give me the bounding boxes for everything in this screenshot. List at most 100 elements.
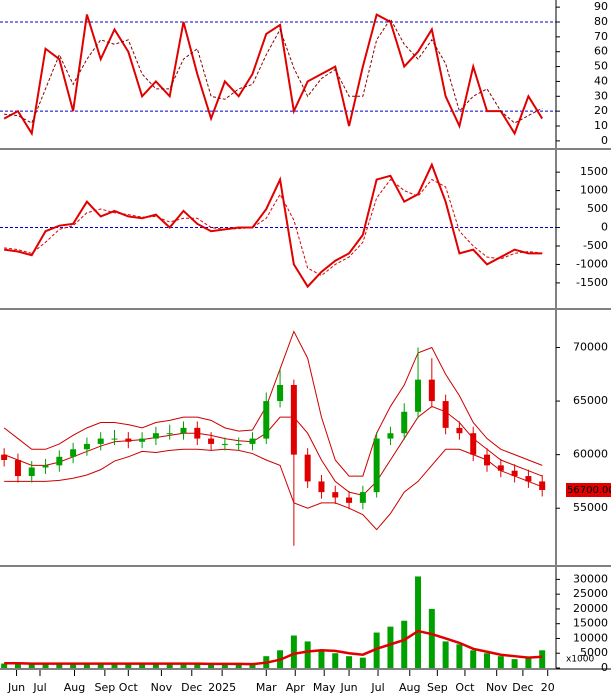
candle-body bbox=[484, 454, 491, 466]
x-tick-label: Aug bbox=[64, 681, 85, 694]
volume-bar bbox=[152, 663, 159, 668]
candle-body bbox=[1, 454, 8, 460]
candle-body bbox=[539, 481, 546, 490]
volume-bar bbox=[332, 653, 339, 668]
candle-body bbox=[304, 454, 311, 482]
last-price-tag bbox=[566, 483, 611, 497]
volume-bar bbox=[470, 650, 477, 668]
volume-bar bbox=[194, 663, 201, 668]
volume-bar bbox=[318, 650, 325, 668]
y-tick-label: -1500 bbox=[576, 276, 608, 289]
x-tick-label: Nov bbox=[151, 681, 173, 694]
y-tick-label: -500 bbox=[583, 239, 608, 252]
x-tick-label: Oct bbox=[119, 681, 139, 694]
volume-bar bbox=[387, 626, 394, 668]
candle-body bbox=[28, 467, 35, 477]
volume-bar bbox=[70, 663, 77, 668]
y-tick-label: 30000 bbox=[573, 572, 608, 585]
candle-body bbox=[97, 438, 104, 444]
volume-bar bbox=[373, 632, 380, 668]
candle-body bbox=[442, 401, 449, 428]
series-line bbox=[4, 162, 543, 289]
x-tick-label: Jul bbox=[32, 681, 46, 694]
y-tick-label: 80 bbox=[594, 15, 608, 28]
volume-bar bbox=[359, 657, 366, 668]
candle-body bbox=[235, 443, 242, 445]
volume-bar bbox=[56, 664, 63, 668]
x-tick-label: Mar bbox=[256, 681, 277, 694]
y-tick-label: 500 bbox=[587, 202, 608, 215]
candle-body bbox=[166, 433, 173, 435]
y-tick-label: 5000 bbox=[580, 646, 608, 659]
candle-body bbox=[497, 465, 504, 471]
x-tick-label: Jun bbox=[7, 681, 25, 694]
series-line bbox=[4, 178, 543, 277]
y-tick-label: 30 bbox=[594, 89, 608, 102]
candle-body bbox=[428, 379, 435, 402]
candle-body bbox=[332, 492, 339, 498]
candle-body bbox=[511, 470, 518, 477]
volume-bar bbox=[28, 664, 35, 668]
candle-body bbox=[221, 443, 228, 445]
y-tick-label: 70000 bbox=[573, 341, 608, 354]
candle-body bbox=[152, 433, 159, 439]
volume-bar bbox=[83, 663, 90, 668]
volume-bar bbox=[249, 663, 256, 668]
y-tick-label: 20 bbox=[594, 104, 608, 117]
volume-bar bbox=[235, 664, 242, 668]
x-tick-label: Nov bbox=[486, 681, 508, 694]
candle-body bbox=[525, 476, 532, 482]
candle-body bbox=[194, 427, 201, 439]
candle-body bbox=[249, 438, 256, 444]
y-tick-label: 40 bbox=[594, 74, 608, 87]
series-line bbox=[4, 448, 543, 531]
candle-body bbox=[83, 443, 90, 450]
volume-bar bbox=[497, 656, 504, 668]
candle-body bbox=[415, 379, 422, 412]
series-line bbox=[3, 13, 544, 137]
y-tick-label: 1500 bbox=[580, 165, 608, 178]
volume-bar bbox=[401, 620, 408, 668]
y-tick-label: 60 bbox=[594, 45, 608, 58]
y-tick-label: 10000 bbox=[573, 631, 608, 644]
candle-body bbox=[373, 438, 380, 493]
x-tick-label: Aug bbox=[399, 681, 420, 694]
volume-bar bbox=[97, 663, 104, 668]
y-tick-label: 55000 bbox=[573, 501, 608, 514]
y-tick-label: 20000 bbox=[573, 602, 608, 615]
series-line bbox=[3, 405, 543, 496]
candle-body bbox=[263, 401, 270, 439]
y-tick-label: 10 bbox=[594, 119, 608, 132]
volume-bar bbox=[111, 663, 118, 668]
volume-bar bbox=[290, 635, 297, 668]
candle-body bbox=[125, 438, 132, 442]
volume-bar bbox=[1, 663, 8, 668]
volume-bar bbox=[208, 664, 215, 668]
volume-bar bbox=[525, 657, 532, 668]
volume-bar bbox=[539, 650, 546, 668]
volume-bar bbox=[42, 663, 49, 668]
x-tick-label: Jul bbox=[370, 681, 384, 694]
y-tick-label: 60000 bbox=[573, 448, 608, 461]
volume-bar bbox=[456, 644, 463, 668]
volume-bar bbox=[511, 659, 518, 668]
y-tick-label: 65000 bbox=[573, 394, 608, 407]
candle-body bbox=[180, 427, 187, 434]
volume-bar bbox=[484, 653, 491, 668]
candle-body bbox=[14, 460, 21, 477]
y-tick-label: 1000 bbox=[580, 184, 608, 197]
candle-body bbox=[277, 385, 284, 402]
volume-bar bbox=[14, 662, 21, 668]
series-line bbox=[4, 18, 543, 124]
candle-body bbox=[208, 438, 215, 444]
x-tick-label: Dec bbox=[512, 681, 533, 694]
candle-body bbox=[387, 433, 394, 439]
volume-bar bbox=[346, 656, 353, 668]
candle-body bbox=[290, 385, 297, 455]
y-tick-label: 15000 bbox=[573, 617, 608, 630]
candle-body bbox=[56, 456, 63, 466]
y-tick-label: -1000 bbox=[576, 257, 608, 270]
last-price-label: 56700.00 bbox=[567, 485, 611, 496]
